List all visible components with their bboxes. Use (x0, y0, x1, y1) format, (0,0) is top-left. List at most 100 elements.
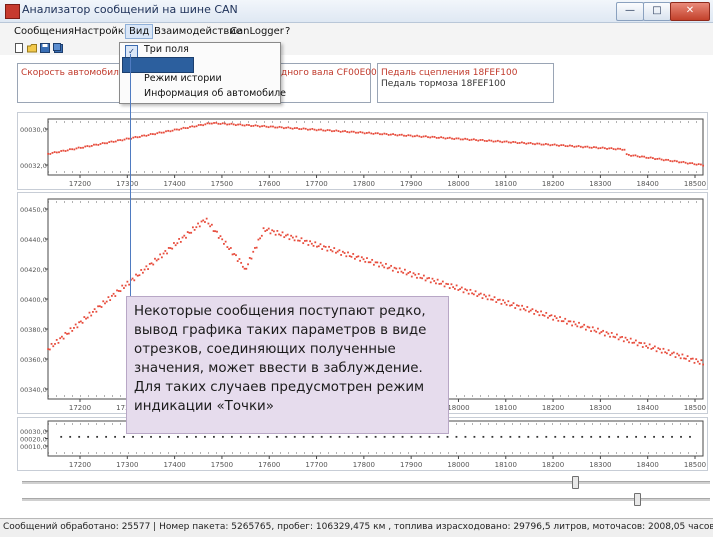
data-point (428, 277, 430, 279)
data-point (579, 326, 582, 329)
data-point (564, 145, 567, 147)
data-point (352, 130, 355, 133)
data-point (702, 164, 704, 167)
data-point (509, 304, 511, 307)
data-point (422, 135, 425, 138)
data-point (612, 148, 615, 150)
data-point (354, 257, 356, 260)
data-point (545, 435, 548, 438)
dropdown-item-three-fields[interactable]: Три поля (144, 44, 189, 55)
data-point (702, 363, 704, 366)
data-point (474, 290, 477, 293)
menu-interaction[interactable]: Взаимодействие (154, 26, 242, 37)
x-tick-label: 18400 (637, 461, 659, 469)
slider-track-2[interactable] (22, 493, 710, 506)
data-point (176, 242, 179, 245)
menu-settings[interactable]: Настройки (74, 26, 131, 37)
data-point (357, 131, 360, 134)
data-point (182, 126, 185, 129)
data-point (123, 138, 126, 141)
data-point (241, 124, 244, 127)
slider-thumb-2[interactable] (634, 493, 641, 506)
data-point (405, 273, 408, 276)
menu-help[interactable]: ? (285, 26, 291, 37)
maximize-button[interactable]: □ (643, 2, 671, 21)
data-point (541, 314, 544, 316)
data-point (446, 137, 449, 139)
data-point (665, 158, 667, 161)
menu-canlogger[interactable]: CanLogger (230, 26, 284, 37)
data-point (309, 128, 311, 131)
new-icon[interactable] (14, 43, 24, 53)
x-tick-label: 18000 (447, 404, 469, 412)
data-point (297, 239, 299, 242)
data-point (595, 330, 598, 333)
data-point (571, 324, 573, 327)
x-tick-label: 17500 (211, 461, 233, 469)
data-point (376, 261, 379, 264)
data-point (374, 435, 377, 438)
menu-view[interactable]: Вид (125, 24, 154, 39)
data-point (230, 122, 233, 125)
data-point (391, 269, 394, 272)
data-point (178, 238, 180, 240)
data-point (340, 254, 343, 256)
data-point (401, 435, 404, 438)
data-point (549, 144, 552, 147)
data-point (319, 243, 322, 246)
data-point (181, 236, 184, 239)
dropdown-item-highlighted[interactable] (122, 57, 194, 73)
data-point (560, 320, 563, 323)
data-point (398, 267, 401, 270)
save-icon[interactable] (40, 43, 50, 53)
x-tick-label: 18100 (495, 461, 517, 469)
title-bar: Анализатор сообщений на шине CAN — □ ✕ (0, 0, 713, 23)
data-point (486, 298, 489, 301)
data-point (252, 125, 255, 127)
chart-panel-1[interactable]: 17200 17300 17400 17500 17600 17700 17800 17900… (17, 112, 708, 190)
data-point (435, 282, 437, 285)
data-point (226, 246, 229, 248)
data-point (621, 148, 624, 151)
data-point (403, 134, 405, 137)
data-point (686, 162, 689, 165)
save-all-icon[interactable] (53, 43, 63, 53)
data-point (346, 131, 349, 133)
data-point (619, 147, 622, 150)
data-point (114, 435, 116, 438)
data-point (378, 265, 380, 268)
data-point (653, 345, 656, 348)
data-point (436, 278, 439, 281)
data-point (671, 435, 673, 438)
data-point (152, 133, 154, 135)
data-point (48, 348, 51, 351)
data-point (350, 130, 353, 133)
data-point (130, 137, 132, 140)
data-point (99, 143, 102, 145)
menu-messages[interactable]: Сообщения (14, 26, 75, 37)
dropdown-item-history-mode[interactable]: Режим истории (144, 73, 222, 84)
dropdown-item-vehicle-info[interactable]: Информация об автомобиле (144, 88, 287, 99)
data-point (612, 335, 615, 338)
slider-track-1[interactable] (22, 476, 710, 489)
data-point (105, 435, 108, 438)
data-point (644, 435, 646, 438)
data-point (666, 352, 668, 355)
data-point (348, 131, 351, 134)
data-point (98, 305, 101, 308)
close-button[interactable]: ✕ (670, 2, 710, 21)
minimize-button[interactable]: — (616, 2, 644, 21)
x-tick-label: 17300 (116, 461, 138, 469)
data-point (649, 156, 652, 159)
slider-thumb-1[interactable] (572, 476, 579, 489)
x-tick-label: 18500 (684, 180, 706, 188)
data-point (257, 238, 260, 241)
data-point (588, 326, 591, 329)
data-point (197, 222, 199, 225)
data-point (132, 435, 134, 438)
open-icon[interactable] (27, 43, 37, 53)
window-title: Анализатор сообщений на шине CAN (22, 3, 238, 16)
data-point (381, 133, 384, 136)
data-point (279, 234, 282, 237)
data-point (147, 134, 150, 137)
